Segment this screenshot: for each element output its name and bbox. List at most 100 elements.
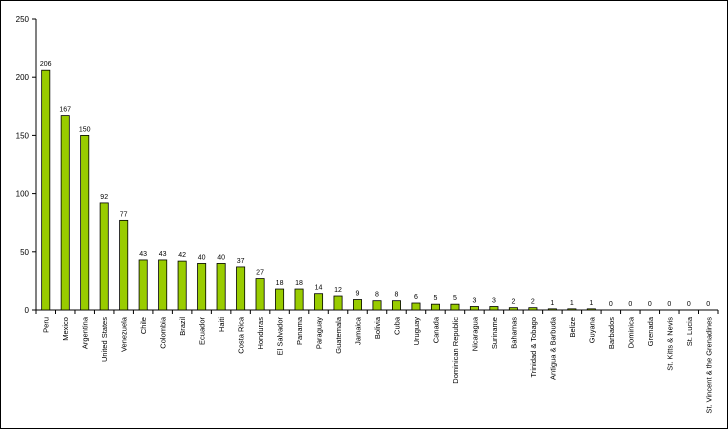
data-label: 77 bbox=[120, 211, 128, 218]
bar bbox=[372, 300, 382, 311]
x-axis bbox=[35, 309, 719, 314]
y-tick-label: 50 bbox=[20, 248, 29, 257]
category-label: Ecuador bbox=[198, 317, 207, 345]
category-label: St. Kitts & Nevis bbox=[665, 317, 674, 371]
data-label: 18 bbox=[295, 280, 303, 287]
bar bbox=[508, 307, 518, 311]
bar bbox=[197, 263, 207, 311]
category-label: Bahamas bbox=[509, 317, 518, 349]
category-label: Peru bbox=[42, 317, 51, 333]
category-label: Chile bbox=[139, 317, 148, 334]
data-label: 5 bbox=[434, 295, 438, 302]
bar bbox=[314, 293, 324, 311]
category-label: Canada bbox=[431, 316, 440, 343]
category-label: St. Vincent & the Grenadines bbox=[704, 317, 713, 414]
category-label: Brazil bbox=[178, 317, 187, 336]
bar bbox=[158, 259, 168, 311]
data-label: 6 bbox=[414, 294, 418, 301]
category-label: Dominican Republic bbox=[451, 317, 460, 384]
data-label: 1 bbox=[550, 300, 554, 307]
data-label: 42 bbox=[178, 252, 186, 259]
category-label: Suriname bbox=[490, 317, 499, 349]
y-tick-label: 0 bbox=[25, 306, 30, 315]
bar bbox=[294, 288, 304, 311]
y-axis: 0 50 100 150 200 250 bbox=[16, 15, 37, 315]
bar bbox=[391, 300, 401, 311]
data-label: 0 bbox=[609, 301, 613, 308]
bar bbox=[333, 295, 343, 311]
category-label: Bolivia bbox=[373, 316, 382, 339]
category-label: Dominica bbox=[626, 316, 635, 348]
data-label: 0 bbox=[667, 301, 671, 308]
bar bbox=[41, 69, 51, 311]
data-label: 1 bbox=[589, 300, 593, 307]
category-label: Uruguay bbox=[412, 317, 421, 346]
bar bbox=[430, 303, 440, 311]
bar bbox=[567, 308, 577, 311]
bar bbox=[275, 288, 285, 311]
bar bbox=[528, 307, 538, 311]
category-label: Jamaica bbox=[354, 316, 363, 345]
category-label: Guyana bbox=[587, 316, 596, 343]
category-label: St. Lucia bbox=[685, 316, 694, 346]
category-label: Barbados bbox=[607, 317, 616, 349]
data-label: 0 bbox=[706, 301, 710, 308]
data-label: 92 bbox=[100, 194, 108, 201]
category-label: Costa Rica bbox=[237, 316, 246, 354]
category-label: Panama bbox=[295, 316, 304, 345]
bar bbox=[216, 263, 226, 311]
category-label: Mexico bbox=[61, 317, 70, 341]
bar bbox=[586, 308, 596, 311]
y-tick-label: 250 bbox=[16, 15, 30, 24]
category-label: Trinidad & Tobago bbox=[529, 317, 538, 377]
data-label: 27 bbox=[256, 270, 264, 277]
data-label: 37 bbox=[237, 258, 245, 265]
data-label: 1 bbox=[570, 300, 574, 307]
data-label: 43 bbox=[159, 251, 167, 258]
category-label: Colombia bbox=[159, 316, 168, 349]
bars bbox=[41, 69, 596, 311]
data-label: 8 bbox=[375, 292, 379, 299]
category-label: Venezuela bbox=[120, 316, 129, 352]
bar bbox=[353, 299, 363, 311]
data-label: 18 bbox=[276, 280, 284, 287]
category-label: Antigua & Barbuda bbox=[548, 316, 557, 380]
data-label: 9 bbox=[356, 291, 360, 298]
data-label: 12 bbox=[334, 287, 342, 294]
data-label: 3 bbox=[472, 298, 476, 305]
bar bbox=[547, 308, 557, 311]
data-label: 2 bbox=[511, 299, 515, 306]
bar bbox=[138, 259, 148, 311]
category-label: Nicaragua bbox=[470, 316, 479, 351]
data-label: 8 bbox=[395, 292, 399, 299]
bar bbox=[99, 202, 109, 311]
data-label: 40 bbox=[198, 254, 206, 261]
category-label: Cuba bbox=[392, 316, 401, 335]
bar bbox=[489, 306, 499, 311]
category-label: United States bbox=[100, 317, 109, 362]
category-label: Haiti bbox=[217, 317, 226, 332]
y-tick-label: 150 bbox=[16, 131, 30, 140]
data-label: 43 bbox=[139, 251, 147, 258]
category-label: Grenada bbox=[646, 316, 655, 346]
data-label: 3 bbox=[492, 298, 496, 305]
data-label: 167 bbox=[59, 107, 71, 114]
category-label: Paraguay bbox=[315, 317, 324, 349]
data-label: 5 bbox=[453, 295, 457, 302]
data-label: 0 bbox=[648, 301, 652, 308]
bar bbox=[236, 266, 246, 311]
category-label: Belize bbox=[568, 317, 577, 337]
category-label: Argentina bbox=[81, 316, 90, 349]
y-tick-label: 100 bbox=[16, 190, 30, 199]
data-label: 206 bbox=[40, 61, 52, 68]
category-labels: Peru Mexico Argentina United States Venezuel… bbox=[42, 316, 714, 413]
y-tick-label: 200 bbox=[16, 73, 30, 82]
bar bbox=[469, 306, 479, 311]
bar bbox=[177, 260, 187, 311]
category-label: Honduras bbox=[256, 317, 265, 350]
category-label: El Salvador bbox=[276, 317, 285, 356]
data-label: 150 bbox=[79, 126, 91, 133]
